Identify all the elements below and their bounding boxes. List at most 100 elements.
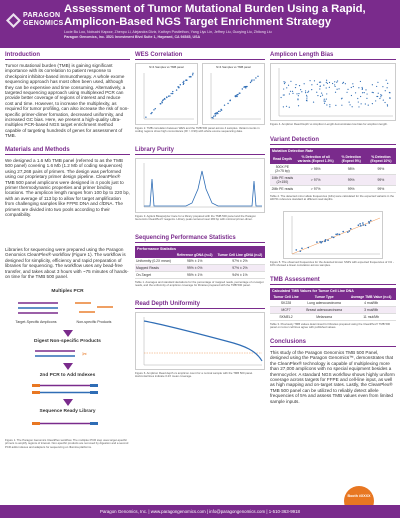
methods-text-2: Libraries for sequencing were prepared u… [5,247,129,280]
scatter-point [366,97,368,100]
scatter-point [284,81,286,83]
intro-text: Tumor mutational burden (TMB) is gaining… [5,63,129,139]
scatter-point [183,80,185,83]
scatter-point [349,227,352,230]
scatter-point [384,101,386,104]
table-cell: > 95% [294,164,337,175]
scatter-point [317,94,319,97]
svg-text:✂: ✂ [82,351,87,358]
scatter-point [338,233,341,236]
table-cell: Uniformity (0.2X mean) [135,258,175,265]
scatter-point [172,90,174,93]
table-cell: 95% ± 1% [174,271,215,279]
table-cell: 99% [336,185,366,193]
bioanalyzer-chart [143,163,262,208]
author-list: Lucie Bu Loo, Nobuchi Kapoor, Zhenpu Li,… [64,30,272,34]
scatter-point [333,84,336,86]
scatter-point [357,97,359,100]
scatter-point [236,95,238,98]
scatter-point [361,92,364,94]
scatter-point [297,105,300,107]
table-cell: 94% ± 1% [214,271,265,279]
scatter-point [287,84,290,86]
table-cell: > 97% [294,185,337,193]
scatter-point [307,91,309,94]
tmb-header-2: Average TMB Value (n=4) [346,294,396,300]
scatter-point [316,241,318,243]
section-title-seq-perf: Sequencing Performance Statistics [135,235,265,243]
scatter-point [366,93,368,95]
scatter-point [326,93,328,95]
scatter-point [372,92,374,94]
scatter-point [342,81,345,83]
section-title-variant-detection: Variant Detection [270,137,396,145]
scatter-point [305,99,308,102]
scatter-point [371,91,373,93]
logo-mark-icon [6,13,21,28]
library-illustration [32,422,98,425]
scatter-point [170,92,172,95]
scatter-point [192,72,194,75]
tmb-caption: Table 3. Previously TMB values determine… [270,323,391,330]
variant-header-2: % Detection (Expect 5%) [336,154,366,164]
scatter-point [283,94,285,96]
trace-line [144,170,262,207]
scatter-point [161,101,163,104]
scatter-point [324,238,327,241]
scatter-point [151,111,153,114]
scatter-point [220,109,223,111]
scatter-point [285,105,288,107]
wes-plot1-subtitle: N=4 Samples vs TMB panel [149,65,184,69]
scatter-point [323,100,325,102]
scatter-point [183,82,185,85]
scatter-point [386,105,389,107]
scatter-point [305,94,308,96]
scatter-point [283,88,285,90]
scatter-point [319,81,322,83]
scatter-point [334,91,337,93]
section-title-introduction: Introduction [5,52,130,60]
column-right: Amplicon Length Bias Figure 4. Amplicon … [270,52,396,412]
table-row: Mapped Reads 99% ± 0% 97% ± 2% [135,264,265,272]
scatter-point [326,79,328,81]
read-depth-caption: Figure 6. Amplicon Read depth vs amplico… [135,372,253,379]
scatter-point [323,102,326,104]
scatter-point [346,91,348,93]
scatter-point [341,97,343,99]
scatter-point [336,233,339,235]
read-depth-chart [143,317,263,366]
methods-text-1: We designed a 1.6 Mb TMB panel (referred… [5,158,130,218]
poster-header: PARAGON GENOMICS Assessment of Tumor Mut… [0,0,400,48]
scatter-point [288,106,290,108]
scatter-point [331,236,333,238]
flow-arrow-1 [63,330,73,337]
scatter-point [385,79,387,81]
scatter-point [328,86,330,88]
scatter-point [297,98,299,100]
scatter-point [389,97,391,100]
table-cell: 97% ± 2% [214,264,265,272]
scatter-point [283,81,285,83]
scatter-point [334,81,336,83]
flow-arrow-2 [63,363,73,370]
scatter-point [369,219,372,222]
scatter-point [303,83,305,85]
scatter-point [245,87,247,89]
flow-step-1: Multiplex PCR [51,289,84,294]
flow-step-2: Digest Non-specific Products [34,339,101,344]
scatter-point [298,92,300,95]
scatter-point [382,99,384,101]
scatter-point [360,95,362,98]
section-title-amplicon-length: Amplicon Length Bias [270,52,396,60]
table-cell: 98% [336,164,366,175]
scatter-point [347,88,349,90]
scatter-point [335,233,337,236]
scatter-point [311,84,313,86]
perf-header-1: Reference gDNA (n=2) [174,252,215,258]
scatter-point [363,92,365,94]
scatter-point [316,91,318,93]
column-middle: WES Correlation N=4 Samples vs TMB panel… [135,52,265,392]
scatter-point [250,80,253,82]
scatter-point [213,115,215,117]
scatter-point [166,96,168,99]
